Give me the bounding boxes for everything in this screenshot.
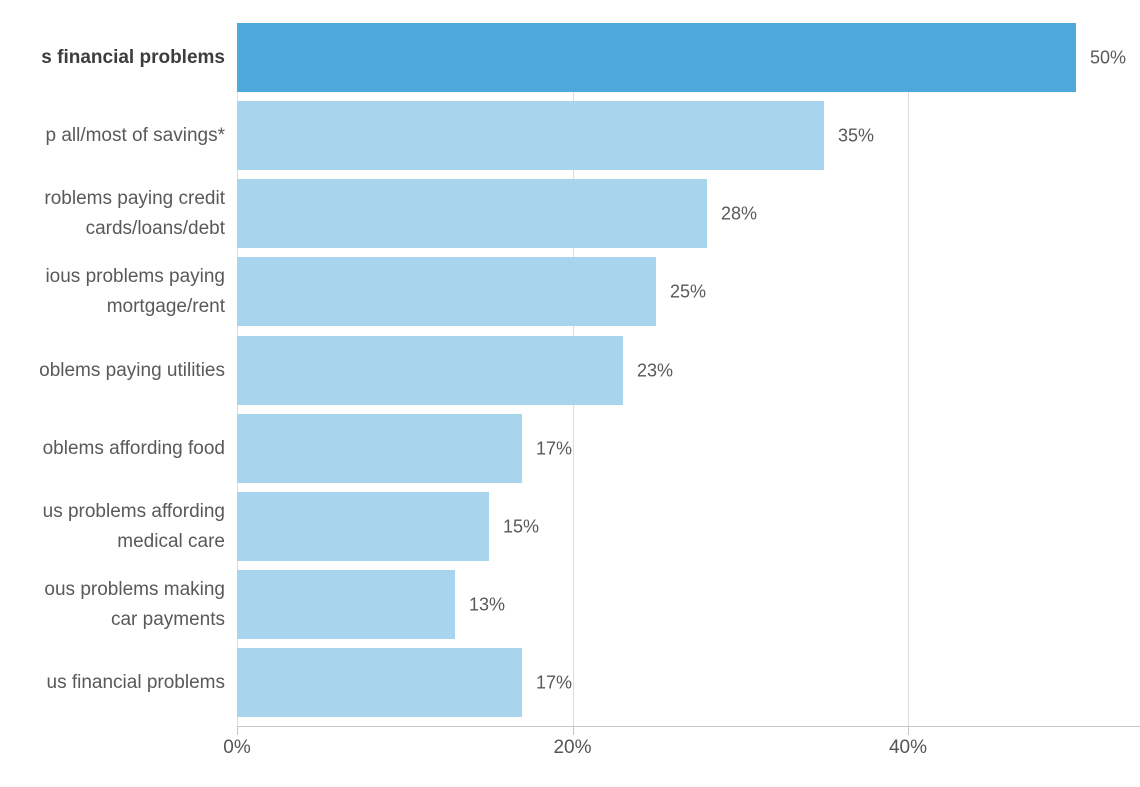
bar xyxy=(237,648,522,717)
value-label: 50% xyxy=(1090,47,1127,67)
category-label: ous problems making car payments xyxy=(0,575,225,635)
x-tick-label: 40% xyxy=(888,737,928,758)
category-label: roblems paying credit cards/loans/debt xyxy=(0,184,225,244)
x-tick-label: 0% xyxy=(223,737,251,758)
category-label: s financial problems xyxy=(0,43,225,73)
category-label-line: ious problems paying xyxy=(45,265,225,287)
category-label-line: s financial problems xyxy=(41,46,225,68)
bar xyxy=(237,179,707,248)
bar xyxy=(237,257,656,326)
bar xyxy=(237,414,522,483)
category-label-line: us financial problems xyxy=(46,671,225,693)
category-label: oblems affording food xyxy=(0,434,225,464)
category-label: us problems affording medical care xyxy=(0,497,225,557)
x-tick-0 xyxy=(237,727,238,735)
category-label-line: medical care xyxy=(117,530,225,552)
gridline-40 xyxy=(908,23,909,726)
value-label: 17% xyxy=(536,438,573,458)
category-label-line: cards/loans/debt xyxy=(85,217,225,239)
value-label: 23% xyxy=(637,360,674,380)
bar xyxy=(237,570,455,639)
category-label: ious problems paying mortgage/rent xyxy=(0,262,225,322)
category-label-line: oblems paying utilities xyxy=(39,359,225,381)
x-tick-40 xyxy=(908,727,909,735)
bar xyxy=(237,101,824,170)
category-label: us financial problems xyxy=(0,668,225,698)
value-label: 17% xyxy=(536,672,573,692)
x-tick-label: 20% xyxy=(553,737,592,758)
bar xyxy=(237,492,489,561)
category-label-line: p all/most of savings* xyxy=(45,124,225,146)
category-label-line: us problems affording xyxy=(42,500,225,522)
category-label-line: ous problems making xyxy=(44,578,225,600)
category-label: oblems paying utilities xyxy=(0,356,225,386)
bar xyxy=(237,336,623,405)
category-label-line: oblems affording food xyxy=(42,437,225,459)
category-label-line: roblems paying credit xyxy=(44,187,225,209)
category-label: p all/most of savings* xyxy=(0,121,225,151)
value-label: 35% xyxy=(838,125,875,145)
value-label: 15% xyxy=(503,516,540,536)
category-label-line: mortgage/rent xyxy=(106,295,225,317)
bar xyxy=(237,23,1076,92)
category-label-line: car payments xyxy=(110,608,225,630)
value-label: 28% xyxy=(721,203,758,223)
value-label: 25% xyxy=(670,281,707,301)
x-tick-20 xyxy=(572,727,574,735)
x-axis-line xyxy=(237,726,1140,727)
value-label: 13% xyxy=(469,594,506,614)
